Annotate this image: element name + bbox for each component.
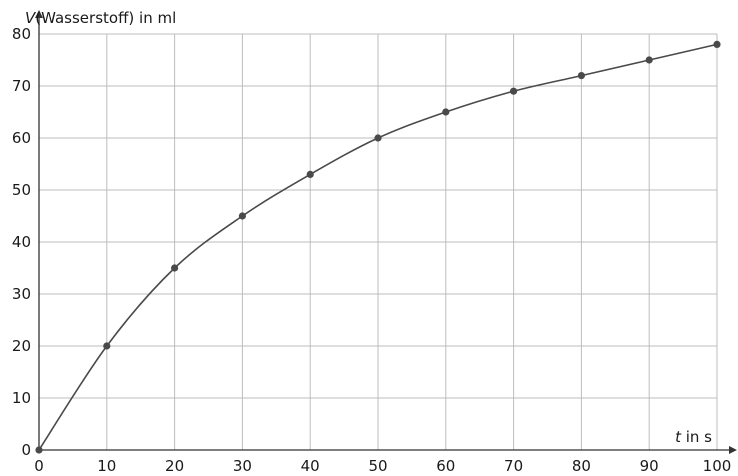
y-tick-label: 80 bbox=[12, 25, 31, 43]
data-point bbox=[306, 170, 314, 178]
y-tick-label: 20 bbox=[12, 337, 31, 355]
data-point bbox=[238, 212, 246, 220]
chart-tick-labels: 0 10 20 30 40 50 60 70 80 90 100 0 10 20 30 40 50 60 70 80 bbox=[12, 25, 731, 475]
y-axis-label-text: (Wasserstoff) in ml bbox=[35, 9, 176, 27]
data-point bbox=[35, 446, 43, 454]
x-tick-label: 80 bbox=[572, 457, 591, 475]
x-tick-label: 20 bbox=[165, 457, 184, 475]
x-tick-label: 60 bbox=[436, 457, 455, 475]
chart-grid bbox=[39, 33, 718, 450]
data-point bbox=[713, 40, 721, 49]
chart-data-points bbox=[35, 40, 721, 454]
y-tick-label: 70 bbox=[12, 77, 31, 95]
data-point bbox=[171, 264, 179, 272]
y-tick-label: 0 bbox=[21, 441, 31, 459]
y-tick-label: 60 bbox=[12, 129, 31, 147]
x-tick-label: 50 bbox=[368, 457, 387, 475]
x-tick-label: 70 bbox=[504, 457, 523, 475]
x-axis-arrowhead bbox=[729, 446, 737, 454]
chart-axes bbox=[35, 10, 737, 454]
data-point bbox=[442, 108, 450, 116]
y-tick-label: 10 bbox=[12, 389, 31, 407]
x-tick-label: 30 bbox=[233, 457, 252, 475]
y-axis-label: V(Wasserstoff) in ml bbox=[25, 9, 176, 27]
data-point bbox=[374, 134, 382, 142]
series-line bbox=[38, 43, 718, 451]
chart-series bbox=[38, 43, 718, 451]
data-point bbox=[509, 87, 518, 95]
x-axis-label: t in s bbox=[675, 428, 712, 446]
y-axis-variable: V bbox=[25, 9, 37, 27]
data-point bbox=[103, 342, 111, 350]
y-tick-label: 50 bbox=[12, 181, 31, 199]
y-axis-arrowhead bbox=[35, 10, 43, 18]
y-tick-label: 40 bbox=[12, 233, 31, 251]
data-point bbox=[577, 72, 586, 80]
x-tick-label: 90 bbox=[640, 457, 659, 475]
y-tick-label: 30 bbox=[12, 285, 31, 303]
x-tick-label: 40 bbox=[301, 457, 320, 475]
x-tick-label: 0 bbox=[34, 457, 44, 475]
x-axis-label-text: in s bbox=[681, 428, 712, 446]
x-axis-variable: t bbox=[675, 428, 682, 446]
x-tick-label: 100 bbox=[703, 457, 732, 475]
x-tick-label: 10 bbox=[97, 457, 116, 475]
data-point bbox=[645, 56, 653, 64]
